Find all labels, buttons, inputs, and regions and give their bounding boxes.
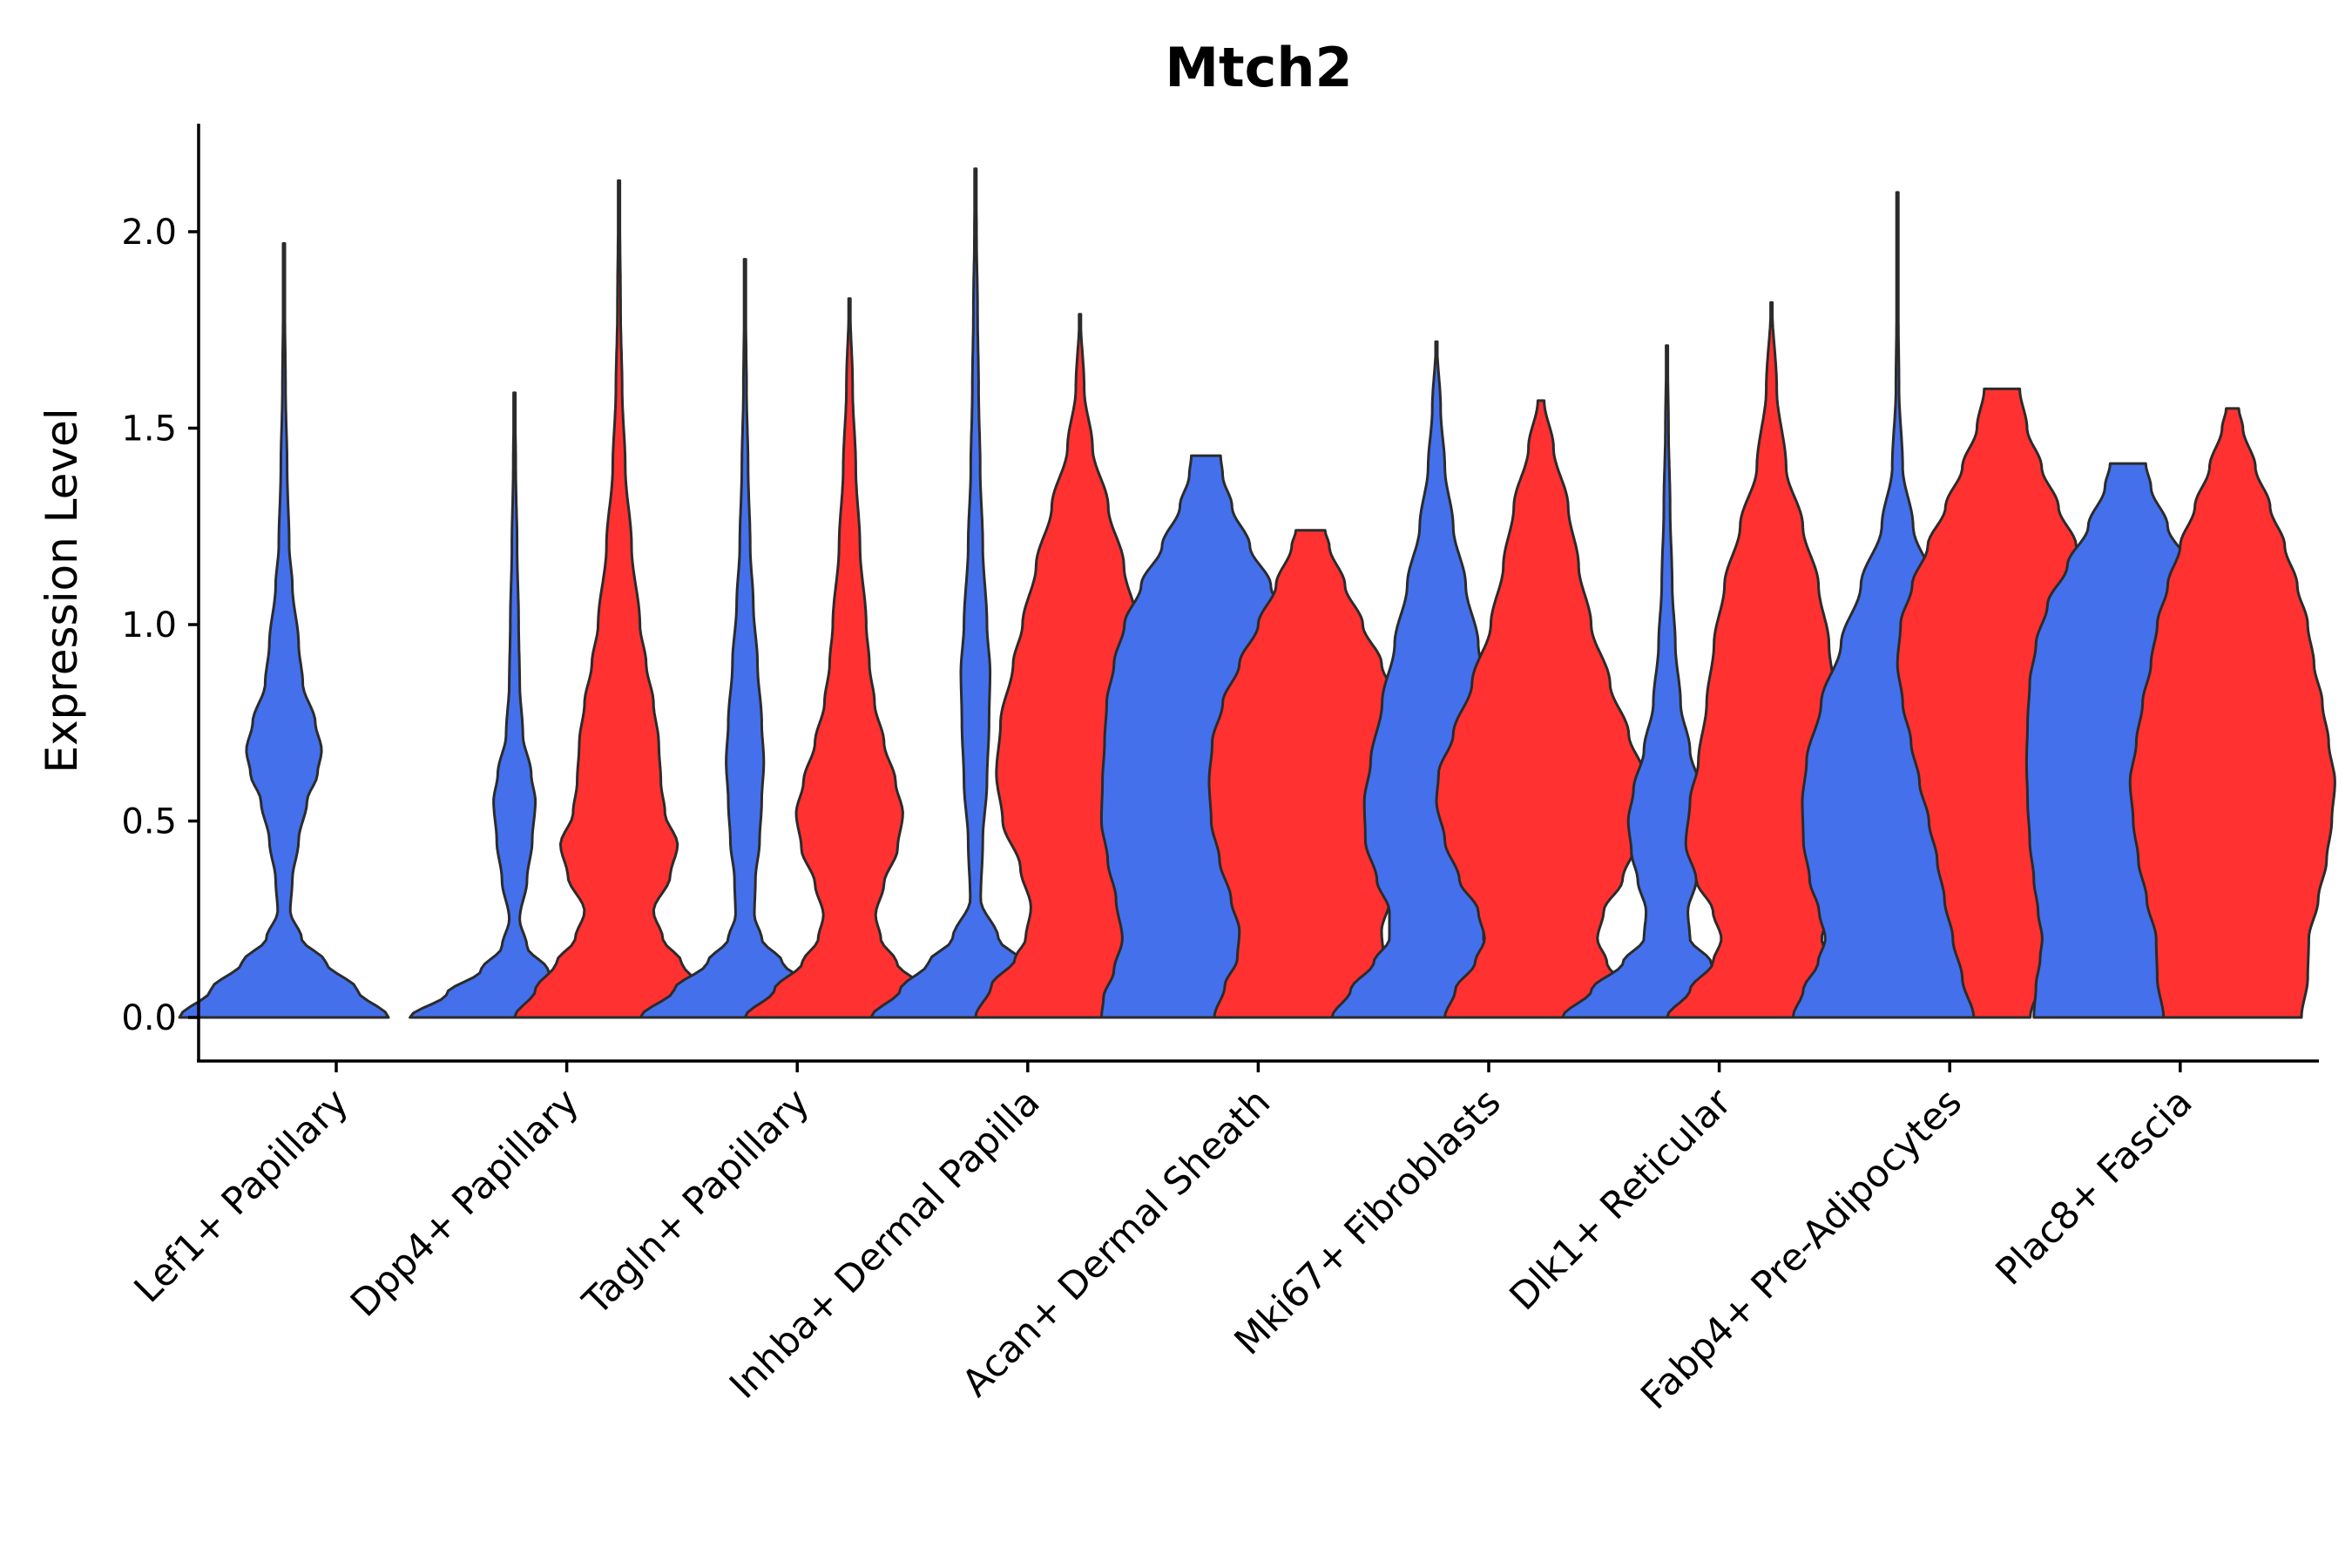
violin-red-1 xyxy=(513,179,726,1019)
violin-blue-2 xyxy=(639,258,851,1019)
violin-red-2 xyxy=(743,297,956,1019)
violin-blue-0 xyxy=(178,242,390,1019)
violin-blue-1 xyxy=(409,391,621,1019)
x-tick-label: Mki67+ Fibroblasts xyxy=(1227,1080,1510,1363)
y-tick-label: 0.0 xyxy=(121,998,177,1038)
x-tick-label: Tagln+ Papillary xyxy=(574,1080,818,1324)
y-tick-label: 0.5 xyxy=(121,802,177,842)
violin-red-8 xyxy=(2128,407,2336,1019)
violin-blue-3 xyxy=(869,167,1082,1019)
x-tick-label: Plac8+ Fascia xyxy=(1988,1080,2201,1294)
x-tick-label: Dlk1+ Reticular xyxy=(1502,1080,1740,1319)
y-tick-label: 1.0 xyxy=(121,605,177,645)
x-tick-label: Dpp4+ Papillary xyxy=(342,1080,587,1325)
violin-layer xyxy=(178,167,2336,1019)
chart-title: Mtch2 xyxy=(1165,36,1352,99)
y-axis-label: Expression Level xyxy=(37,408,87,773)
y-axis-ticks: 0.0 0.5 1.0 1.5 2.0 xyxy=(121,213,199,1038)
y-tick-label: 1.5 xyxy=(121,409,177,449)
x-tick-label: Lef1+ Papillary xyxy=(126,1080,357,1311)
y-tick-label: 2.0 xyxy=(121,213,177,253)
